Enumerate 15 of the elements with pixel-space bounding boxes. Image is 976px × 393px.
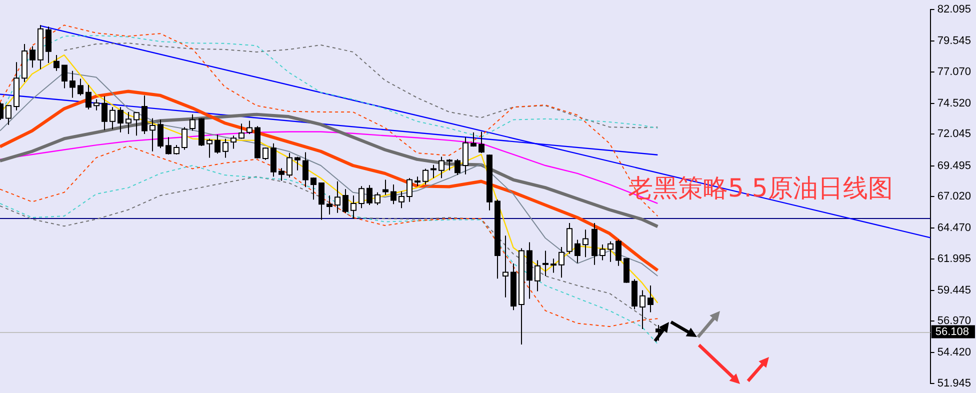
y-tick-label: 79.545 [937,35,972,48]
y-tick-label: 51.945 [937,377,972,390]
y-tick-label: 61.995 [937,252,972,265]
y-tick-label: 69.495 [937,160,972,172]
y-tick-label: 59.445 [937,284,972,296]
y-tick-label: 56.970 [937,315,972,328]
ref-line-label: 56.108 [935,326,970,338]
y-tick-label: 64.470 [937,222,972,234]
line-series [64,42,658,128]
y-tick-label: 77.070 [937,66,972,78]
y-tick-label: 54.420 [937,346,972,359]
y-tick-label: 67.020 [937,190,972,203]
y-tick-label: 72.045 [937,128,972,140]
y-tick-label: 82.095 [937,4,972,16]
y-tick-label: 74.520 [937,98,972,110]
